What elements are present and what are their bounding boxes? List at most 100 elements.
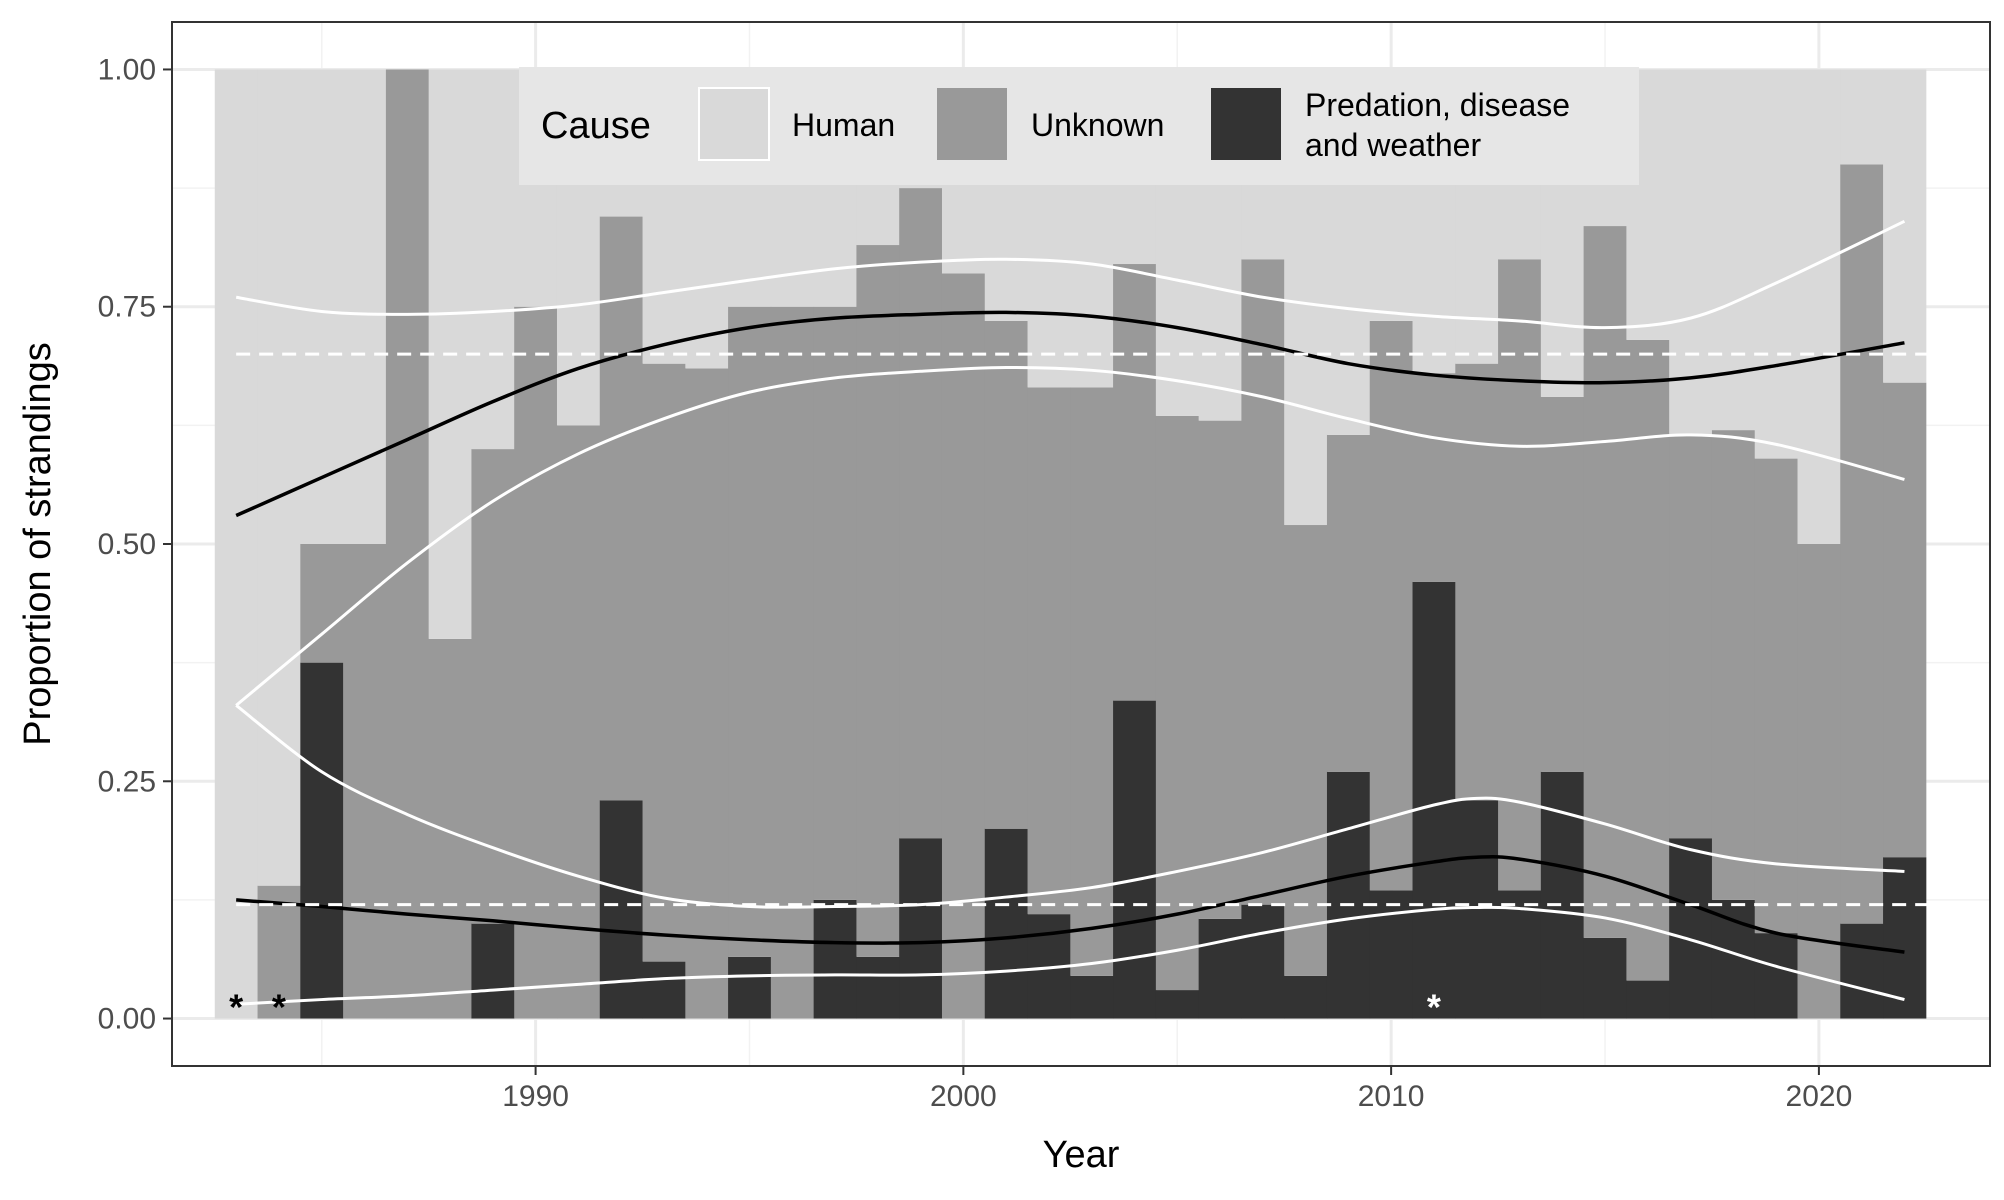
bar-segment <box>1754 933 1799 1019</box>
bar-segment <box>257 69 301 886</box>
bar-segment <box>1326 434 1371 772</box>
bar-segment <box>1455 363 1499 801</box>
x-tick-label: 2010 <box>1358 1080 1425 1113</box>
bar-segment <box>343 69 387 545</box>
bar-segment <box>813 899 857 1019</box>
bar-segment <box>1754 69 1799 459</box>
bar-segment <box>1883 69 1927 383</box>
bar-segment <box>984 828 1029 1019</box>
significance-star: * <box>1427 987 1441 1028</box>
confidence-lower-line <box>235 365 1905 707</box>
bar-segment <box>642 961 686 1019</box>
significance-star: * <box>229 987 243 1028</box>
significance-markers: * * * <box>229 987 1441 1028</box>
bar-segment <box>899 188 943 839</box>
bar-segment <box>1455 800 1499 1019</box>
bar-segment <box>1840 164 1884 924</box>
confidence-upper-line <box>235 704 1905 909</box>
bar-segment <box>1155 990 1200 1019</box>
bar-segment <box>856 956 900 1019</box>
trend-fit-line <box>235 310 1905 518</box>
bar-segment <box>1412 373 1456 582</box>
legend-key-unknown <box>937 88 1007 160</box>
bar-segment <box>1369 890 1414 1019</box>
bar-segment <box>1797 69 1841 545</box>
bar-segment <box>471 449 515 924</box>
bar-segment <box>428 638 472 1019</box>
y-tick-label: 0.00 <box>98 1003 156 1036</box>
bar-segment <box>1626 339 1670 981</box>
trend-lines <box>235 219 1931 1006</box>
bar-segment <box>1498 259 1542 891</box>
x-axis-title: Year <box>1043 1134 1120 1176</box>
bar-segment <box>728 956 772 1019</box>
bar-segment <box>1369 320 1414 891</box>
bar-segment <box>300 69 344 545</box>
bar-segment <box>1070 387 1114 976</box>
bar-segment <box>813 306 857 900</box>
x-axis: 1990 2000 2010 2020 <box>502 1066 1852 1113</box>
legend: Cause Human Unknown Predation, disease a… <box>519 67 1639 185</box>
bar-segment <box>1198 420 1242 919</box>
bar-segment <box>642 363 686 962</box>
trend-fit-line <box>236 855 1905 954</box>
bar-segment <box>941 273 986 1019</box>
y-tick-label: 0.50 <box>98 528 156 561</box>
x-tick-label: 2000 <box>930 1080 997 1113</box>
bar-segment <box>514 306 558 1019</box>
bar-segment <box>1027 387 1071 915</box>
bar-segment <box>385 69 430 1019</box>
bar-segment <box>1241 259 1285 905</box>
legend-label-predation-line1: Predation, disease <box>1305 87 1570 123</box>
bar-segment <box>728 306 772 957</box>
bar-segment <box>343 544 387 1019</box>
y-tick-label: 1.00 <box>98 53 156 86</box>
bar-segment <box>1583 937 1627 1019</box>
bar-segment <box>1754 458 1799 934</box>
bar-segment <box>599 800 644 1019</box>
significance-star: * <box>272 987 286 1028</box>
bar-segment <box>300 662 344 1019</box>
bar-segment <box>214 69 259 1019</box>
bar-segment <box>599 216 644 801</box>
y-tick-label: 0.25 <box>98 765 156 798</box>
bar-segment <box>1198 918 1242 1019</box>
bar-segment <box>1711 430 1756 900</box>
legend-key-human <box>698 87 770 161</box>
bar-segment <box>471 923 515 1019</box>
legend-title: Cause <box>541 105 651 147</box>
bar-segment <box>556 425 601 1019</box>
bar-segment <box>1498 890 1542 1019</box>
bar-segment <box>1883 382 1927 858</box>
legend-key-predation <box>1211 88 1281 160</box>
bar-segment <box>257 885 301 1019</box>
bar-segment <box>1155 415 1200 991</box>
bar-segment <box>1883 857 1927 1019</box>
bar-segment <box>1797 544 1841 1019</box>
x-tick-label: 2020 <box>1786 1080 1853 1113</box>
bar-segment <box>1284 975 1328 1019</box>
y-axis-title: Proportion of strandings <box>17 342 59 745</box>
confidence-lower-line <box>236 905 1905 1006</box>
bar-segment <box>984 320 1029 829</box>
bar-segment <box>1113 264 1157 701</box>
legend-label-human: Human <box>792 107 895 143</box>
bar-segment <box>1284 525 1328 976</box>
bar-segment <box>1113 700 1157 1019</box>
confidence-upper-line <box>235 219 1906 330</box>
x-tick-label: 1990 <box>502 1080 569 1113</box>
y-axis: 0.00 0.25 0.50 0.75 1.00 <box>98 53 172 1036</box>
bar-segment <box>1669 838 1713 1019</box>
bar-segment <box>1583 226 1627 938</box>
bar-segment <box>1070 975 1114 1019</box>
bar-segment <box>770 306 815 1019</box>
bar-segment <box>300 544 344 663</box>
legend-label-unknown: Unknown <box>1031 107 1164 143</box>
bar-segment <box>1241 904 1285 1019</box>
bar-segment <box>1669 69 1713 435</box>
bar-segment <box>899 838 943 1019</box>
bar-segment <box>1669 434 1713 839</box>
bar-segment <box>471 69 515 450</box>
legend-label-predation-line2: and weather <box>1305 127 1481 163</box>
